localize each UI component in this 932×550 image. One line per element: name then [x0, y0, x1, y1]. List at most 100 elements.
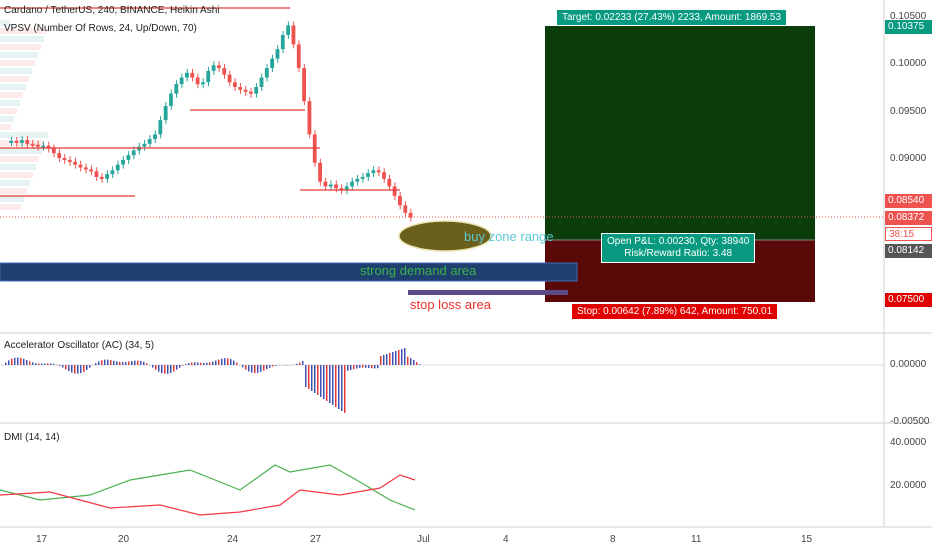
ac-bar [197, 362, 199, 365]
ac-bar [347, 365, 349, 371]
candle [158, 120, 163, 135]
ac-bar [119, 361, 121, 365]
vpsv-label[interactable]: VPSV (Number Of Rows, 24, Up/Down, 70) [4, 23, 197, 34]
risk-reward-label: Risk/Reward Ratio: 3.48 [624, 248, 733, 259]
price-tick: 0.10000 [890, 58, 927, 69]
ac-bar [47, 363, 49, 365]
ac-bar [266, 365, 268, 370]
ac-bar [11, 358, 13, 365]
candle [41, 145, 46, 148]
ac-bar [257, 365, 259, 373]
ac-bar [167, 365, 169, 374]
ac-bar [230, 359, 232, 365]
candle [248, 91, 253, 94]
candle [408, 212, 413, 218]
stop-loss-annotation[interactable]: stop loss area [410, 297, 491, 312]
ac-bar [251, 365, 253, 373]
candle [115, 164, 120, 171]
ac-bar [221, 358, 223, 365]
ac-bar [179, 365, 181, 368]
ac-bar [134, 360, 136, 365]
ac-bar [152, 365, 154, 368]
ac-bar [341, 365, 343, 411]
volume-profile-row [0, 76, 29, 82]
candle [280, 34, 285, 50]
candle [403, 205, 408, 213]
volume-profile-row [0, 172, 33, 178]
ac-bar [395, 351, 397, 365]
target-label[interactable]: Target: 0.02233 (27.43%) 2233, Amount: 1… [557, 10, 787, 25]
candle [126, 155, 131, 160]
demand-annotation[interactable]: strong demand area [360, 263, 477, 278]
candle [57, 153, 62, 158]
candle [51, 148, 56, 154]
candle [201, 82, 205, 85]
ac-bar [158, 365, 160, 372]
candle [334, 184, 338, 189]
ac-bar [98, 361, 100, 365]
ac-bar [344, 365, 346, 413]
candle [62, 158, 67, 160]
ac-bar [20, 357, 22, 365]
volume-profile-row [0, 100, 20, 106]
ac-bar [263, 365, 265, 371]
ac-bar [107, 359, 109, 365]
ac-bar [317, 365, 319, 395]
ac-bar [296, 363, 298, 365]
candle [339, 188, 344, 191]
ac-bar [128, 361, 130, 365]
ac-bar [335, 365, 337, 407]
volume-profile-row [0, 108, 17, 114]
stop-price-tag: 0.07500 [885, 293, 932, 307]
ac-bar [353, 365, 355, 370]
candle [270, 58, 275, 69]
candle [25, 140, 30, 144]
candle [83, 167, 88, 170]
ac-bar [248, 365, 250, 372]
ac-bar [233, 360, 235, 365]
ac-bar [26, 359, 28, 365]
candle [296, 44, 301, 69]
candle [110, 170, 115, 175]
ac-bar [380, 356, 382, 365]
candle [307, 101, 312, 135]
ac-title[interactable]: Accelerator Oscillator (AC) (34, 5) [4, 340, 155, 351]
candle [254, 87, 259, 94]
volume-profile-row [0, 36, 44, 42]
dmi-title[interactable]: DMI (14, 14) [4, 432, 60, 443]
ac-bar [326, 365, 328, 401]
ac-bar [176, 365, 178, 370]
ac-bar [206, 362, 208, 365]
ac-bar [17, 357, 19, 365]
candle [344, 186, 349, 191]
candle [302, 68, 307, 102]
ac-bar [308, 365, 310, 389]
candle [387, 178, 392, 187]
ac-bar [365, 365, 367, 368]
ac-bar [407, 356, 409, 365]
ac-bar [110, 360, 112, 365]
stop-label[interactable]: Stop: 0.00642 (7.89%) 642, Amount: 750.0… [572, 304, 778, 319]
candle [350, 181, 354, 187]
pnl-label: Open P&L: 0.00230, Qty: 38940 [607, 236, 750, 247]
ac-bar [272, 365, 274, 367]
ac-bar [113, 360, 115, 365]
buy-zone-annotation[interactable]: buy zone range [464, 229, 554, 244]
candle [179, 77, 184, 85]
ac-bar [224, 358, 226, 365]
pnl-box[interactable]: Open P&L: 0.00230, Qty: 38940 Risk/Rewar… [601, 233, 756, 263]
candle [19, 140, 24, 143]
target-price-tag: 0.10375 [885, 20, 932, 34]
ac-bar [398, 350, 400, 365]
date-tick: 15 [801, 534, 813, 545]
candle [291, 25, 296, 45]
chart-title[interactable]: Cardano / TetherUS, 240, BINANCE, Heikin… [4, 5, 220, 16]
candle [105, 174, 109, 179]
candle [121, 159, 125, 165]
volume-profile-row [0, 92, 23, 98]
ac-bar [368, 365, 370, 368]
candle [371, 170, 376, 174]
ac-bar [131, 361, 133, 365]
dmi-tick: 40.0000 [890, 437, 927, 448]
